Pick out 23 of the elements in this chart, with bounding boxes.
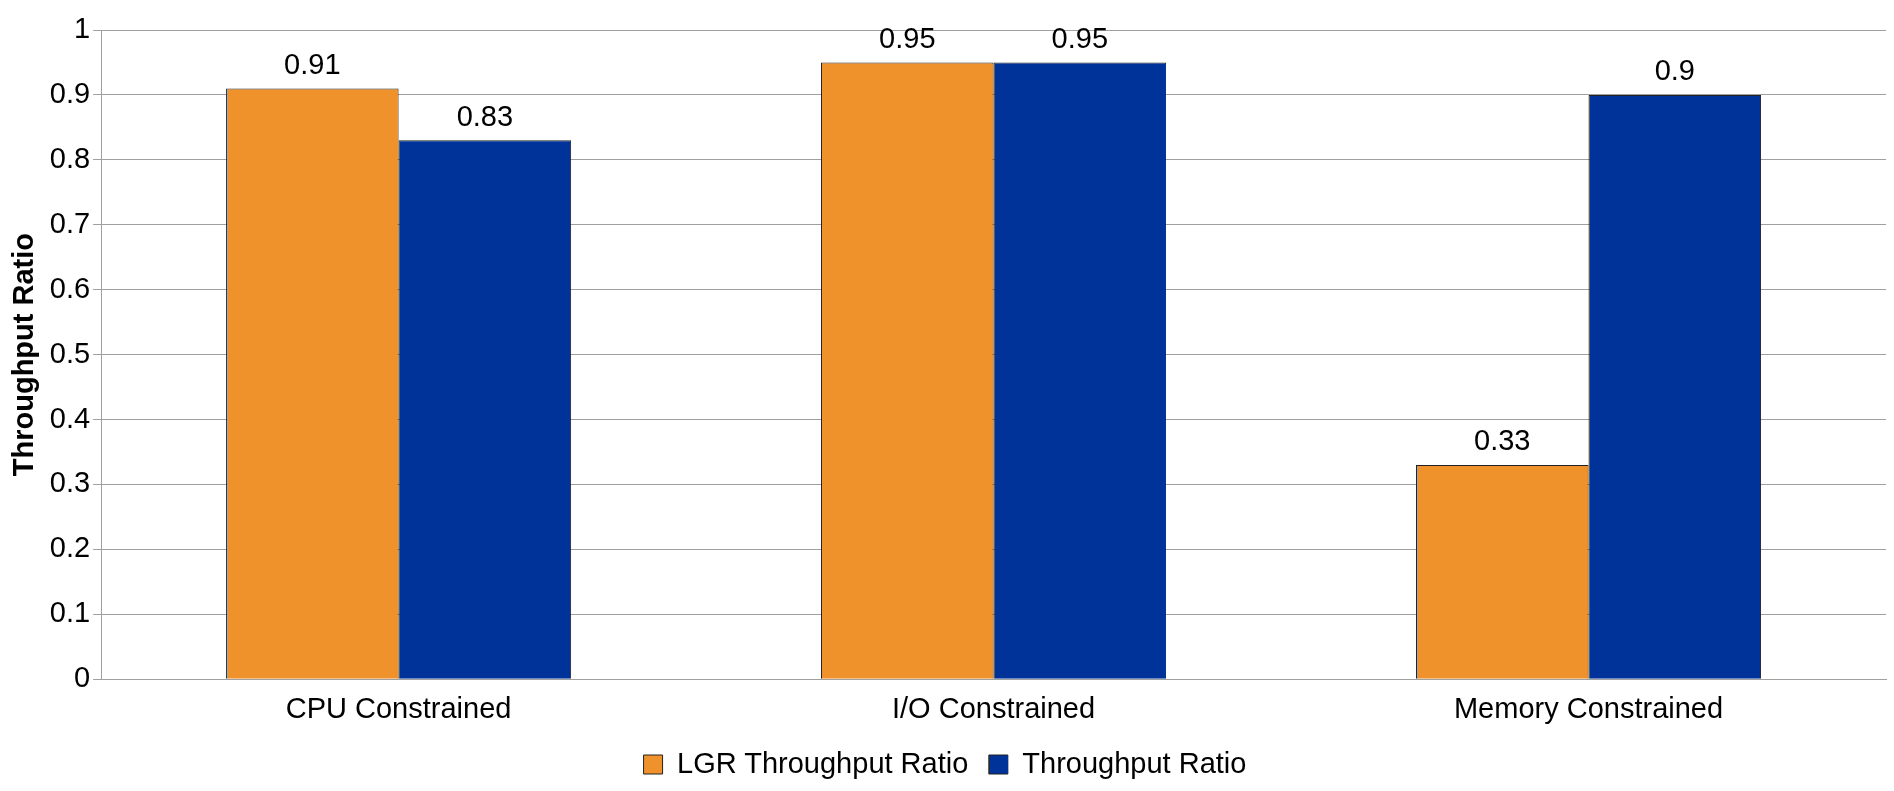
data-label: 0.95	[1051, 21, 1109, 54]
x-tick-label: CPU Constrained	[285, 691, 512, 724]
y-tick-label: 0.4	[49, 401, 91, 434]
data-label: 0.91	[284, 47, 341, 80]
y-tick-label: 1	[73, 12, 91, 44]
y-tick-label: 0.6	[49, 271, 91, 304]
y-axis-title: Throughput Ratio	[7, 232, 40, 477]
legend-label: LGR Throughput Ratio	[677, 746, 969, 779]
y-tick-label: 0.9	[49, 76, 91, 109]
data-label: 0.33	[1474, 424, 1531, 457]
data-label: 0.95	[879, 21, 936, 54]
x-tick-label: I/O Constrained	[892, 691, 1096, 724]
y-tick-label: 0.2	[49, 531, 91, 564]
legend-label: Throughput Ratio	[1022, 746, 1247, 779]
x-tick-label: Memory Constrained	[1453, 691, 1724, 724]
data-label: 0.9	[1654, 54, 1695, 87]
y-tick-label: 0.1	[49, 596, 91, 629]
data-label: 0.83	[456, 99, 514, 132]
y-tick-label: 0.7	[49, 206, 91, 239]
y-tick-label: 0.3	[49, 466, 91, 499]
y-tick-label: 0	[73, 661, 91, 694]
y-tick-label: 0.8	[49, 141, 91, 174]
y-tick-label: 0.5	[49, 336, 91, 369]
